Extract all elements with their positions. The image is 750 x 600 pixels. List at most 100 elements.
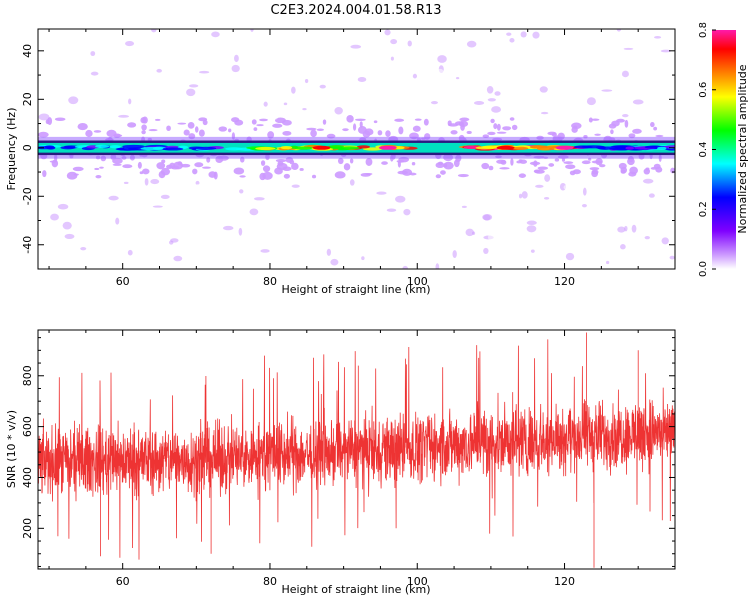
speckle-blob: [450, 130, 458, 135]
speckle-blob: [547, 131, 557, 136]
speckle-blob: [610, 129, 614, 135]
speckle-blob: [271, 75, 276, 82]
speckle-blob: [569, 170, 576, 176]
speckle-blob: [322, 119, 327, 125]
speckle-blob: [377, 130, 383, 136]
speckle-blob: [194, 162, 204, 168]
speckle-blob: [589, 167, 600, 171]
speckle-blob: [150, 178, 160, 185]
speckle-blob: [108, 195, 119, 201]
speckle-blob: [231, 117, 240, 123]
speckle-blob: [565, 164, 576, 170]
speckle-blob: [80, 246, 87, 251]
speckle-blob: [486, 85, 494, 94]
speckle-blob: [283, 102, 288, 106]
speckle-blob: [202, 166, 211, 169]
band-segment-blob: [512, 146, 529, 150]
speckle-blob: [334, 107, 343, 115]
speckle-blob: [139, 171, 144, 175]
snr-x-ticks: 60 80 100 120: [48, 330, 676, 588]
speckle-blob: [561, 157, 566, 162]
speckle-blob: [326, 248, 332, 256]
band-peak: [496, 145, 515, 150]
speckle-blob: [54, 117, 66, 121]
speckle-blob: [594, 133, 601, 136]
speckle-blob: [173, 255, 183, 262]
band-segment-blob: [531, 145, 549, 149]
speckle-blob: [412, 73, 417, 79]
speckle-blob: [519, 159, 528, 164]
speckle-blob: [506, 32, 512, 36]
speckle-blob: [591, 169, 599, 175]
speckle-blob: [113, 134, 123, 138]
speckle-blob: [624, 119, 629, 128]
speckle-blob: [537, 166, 549, 170]
speckle-blob: [302, 108, 307, 111]
speckle-blob: [412, 125, 421, 132]
speckle-blob: [591, 118, 600, 121]
speckle-blob: [251, 119, 257, 125]
speckle-blob: [488, 177, 495, 182]
speckle-blob: [487, 131, 496, 136]
speckle-blob: [346, 115, 354, 123]
speckle-blob: [180, 163, 191, 168]
speckle-blob: [363, 47, 372, 52]
spectrogram-frame: [37, 28, 676, 270]
speckle-blob: [161, 159, 166, 164]
speckle-blob: [259, 29, 264, 34]
speckle-blob: [510, 158, 514, 166]
speckle-blob: [563, 107, 572, 113]
snr-panel: 60 80 100 120 200 400 600 800 Height of straig…: [5, 329, 676, 596]
speckle-blob: [291, 184, 300, 188]
speckle-blob: [148, 129, 158, 132]
speckle-blob: [571, 122, 582, 130]
speckle-blob: [236, 45, 247, 54]
speckle-blob: [95, 175, 102, 179]
speckle-blob: [396, 160, 405, 163]
speckle-blob: [454, 121, 464, 126]
speckle-blob: [430, 100, 438, 105]
speckle-blob: [509, 117, 515, 121]
speckle-blob: [535, 184, 544, 188]
speckle-blob: [166, 125, 171, 132]
speckle-blob: [543, 197, 550, 200]
speckle-blob: [365, 172, 373, 175]
speckle-blob: [455, 159, 461, 162]
speckle-blob: [586, 97, 596, 106]
speckle-blob: [189, 84, 199, 88]
speckle-blob: [534, 169, 545, 174]
speckle-blob: [90, 51, 96, 57]
speckle-blob: [216, 54, 221, 59]
speckle-blob: [620, 244, 626, 250]
speckle-blob: [511, 124, 518, 131]
spectrogram-y-tick-label: -20: [21, 187, 34, 205]
band-segment-blob: [38, 146, 56, 150]
spectrogram-x-tick-label: 60: [116, 275, 130, 288]
speckle-blob: [351, 81, 359, 87]
speckle-blob: [518, 193, 523, 199]
speckle-blob: [211, 31, 220, 38]
speckle-blob: [156, 68, 162, 73]
speckle-blob: [233, 167, 245, 175]
snr-x-tick-label: 60: [116, 575, 130, 588]
speckle-blob: [466, 40, 477, 48]
speckle-blob: [529, 161, 541, 166]
speckle-blob: [151, 88, 160, 93]
speckle-blob: [256, 124, 264, 127]
speckle-blob: [554, 158, 560, 162]
band-peak: [312, 145, 331, 150]
speckle-blob: [660, 49, 672, 53]
speckle-blob: [149, 254, 159, 261]
speckle-blob: [415, 80, 420, 85]
speckle-blob: [49, 160, 58, 163]
speckle-blob: [459, 117, 470, 122]
speckle-blob: [443, 161, 454, 170]
speckle-blob: [334, 171, 346, 179]
speckle-blob: [93, 130, 102, 133]
speckle-blob: [170, 238, 179, 243]
speckle-blob: [481, 162, 490, 170]
speckle-blob: [250, 29, 254, 32]
speckle-blob: [512, 227, 521, 233]
speckle-blob: [269, 115, 279, 120]
speckle-blob: [526, 220, 537, 226]
